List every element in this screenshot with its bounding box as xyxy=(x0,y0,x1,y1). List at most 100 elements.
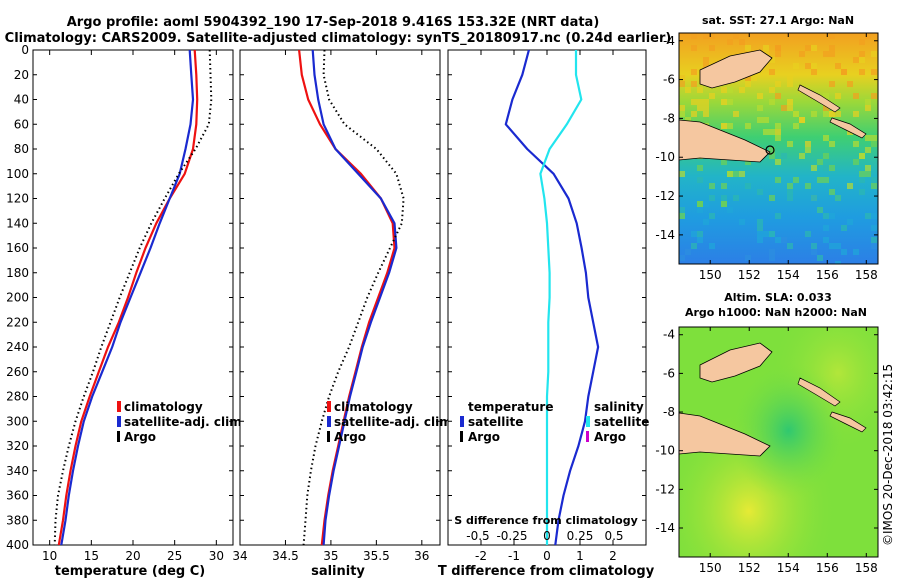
sst-pixel xyxy=(757,105,763,111)
sst-pixel xyxy=(787,81,793,87)
sst-pixel xyxy=(733,111,739,117)
sst-pixel xyxy=(805,183,811,189)
sst-pixel xyxy=(697,105,703,111)
s-tick: 0 xyxy=(543,529,551,543)
sst-pixel xyxy=(835,243,841,249)
sst-pixel xyxy=(853,57,859,63)
sst-pixel xyxy=(823,93,829,99)
sst-pixel xyxy=(697,165,703,171)
sla-map: Altim. SLA: 0.033 Argo h1000: NaN h2000:… xyxy=(655,291,879,575)
sst-pixel xyxy=(679,105,685,111)
imos-watermark: ©IMOS 20-Dec-2018 03:42:15 xyxy=(881,364,895,546)
sst-pixel xyxy=(745,183,751,189)
lon-tick-label: 158 xyxy=(855,561,878,575)
sst-pixel xyxy=(769,57,775,63)
sst-pixel xyxy=(865,105,871,111)
sst-pixel xyxy=(811,249,817,255)
difference-legend: temperature satellite Argo salinity sate… xyxy=(460,400,649,444)
sst-map: sat. SST: 27.1 Argo: NaN 150 152 154 156 158… xyxy=(655,14,879,282)
sst-pixel xyxy=(793,177,799,183)
s-tick: -0.5 xyxy=(466,529,489,543)
legend-label-argo: Argo xyxy=(334,430,366,444)
sst-pixel xyxy=(829,213,835,219)
sst-pixel xyxy=(703,57,709,63)
depth-tick-label: 300 xyxy=(6,414,29,428)
depth-tick-label: 380 xyxy=(6,513,29,527)
sst-pixel xyxy=(811,195,817,201)
sst-pixel xyxy=(811,111,817,117)
sst-pixel xyxy=(697,99,703,105)
temperature-legend: climatology satellite-adj. clim. Argo xyxy=(117,400,246,444)
land-solomon xyxy=(829,117,867,139)
lat-tick-label: -12 xyxy=(655,189,675,203)
legend-label-t-satellite: satellite xyxy=(468,415,523,429)
sst-pixel xyxy=(727,123,733,129)
sst-pixel xyxy=(805,147,811,153)
sst-pixel xyxy=(835,93,841,99)
sla-map-title-line2: Argo h1000: NaN h2000: NaN xyxy=(685,306,867,319)
sst-pixel xyxy=(871,135,877,141)
sst-pixel xyxy=(787,105,793,111)
legend-label-s-satellite: satellite xyxy=(594,415,649,429)
sst-pixel xyxy=(691,243,697,249)
sst-pixel xyxy=(811,243,817,249)
sst-pixel xyxy=(871,69,877,75)
sst-pixel xyxy=(823,153,829,159)
lon-tick-label: 158 xyxy=(855,268,878,282)
sst-pixel xyxy=(823,165,829,171)
argo-location-marker xyxy=(765,145,775,155)
sst-pixel xyxy=(811,45,817,51)
sst-pixel xyxy=(865,99,871,105)
s-tick: 0.25 xyxy=(567,529,594,543)
sst-pixel xyxy=(823,213,829,219)
sst-pixel xyxy=(769,129,775,135)
legend-swatch-climatology xyxy=(327,401,331,412)
sst-pixel xyxy=(787,243,793,249)
sst-pixel xyxy=(775,213,781,219)
sst-pixel xyxy=(757,93,763,99)
sst-pixel xyxy=(799,153,805,159)
depth-tick-label: 100 xyxy=(6,167,29,181)
sst-pixel xyxy=(679,207,685,213)
temperature-xlabel: temperature (deg C) xyxy=(55,564,205,579)
sst-pixel xyxy=(787,99,793,105)
x-tick-label: 35.5 xyxy=(363,549,390,563)
x-tick-label: 34 xyxy=(232,549,247,563)
sst-pixel xyxy=(709,33,715,39)
sst-pixel xyxy=(775,159,781,165)
lat-tick-label: -10 xyxy=(655,444,675,458)
difference-xlabel: T difference from climatology xyxy=(438,564,655,579)
sst-pixel xyxy=(805,141,811,147)
sst-pixel xyxy=(757,219,763,225)
sst-pixel xyxy=(811,63,817,69)
sst-pixel xyxy=(703,63,709,69)
sst-pixel xyxy=(721,87,727,93)
sst-pixel xyxy=(721,183,727,189)
sst-pixel xyxy=(769,69,775,75)
depth-tick-label: 60 xyxy=(14,117,29,131)
sst-pixel xyxy=(751,75,757,81)
sst-pixel xyxy=(787,75,793,81)
lon-tick-label: 150 xyxy=(699,561,722,575)
sst-pixel xyxy=(709,93,715,99)
sst-pixel xyxy=(709,183,715,189)
sst-pixel xyxy=(745,75,751,81)
sst-pixel xyxy=(721,99,727,105)
sst-pixel xyxy=(691,33,697,39)
lon-tick-label: 152 xyxy=(738,561,761,575)
sst-pixel xyxy=(697,177,703,183)
legend-swatch-climatology xyxy=(117,401,121,412)
sst-pixel xyxy=(823,105,829,111)
lat-tick-label: -8 xyxy=(663,405,675,419)
sst-pixel xyxy=(871,93,877,99)
sst-pixel xyxy=(823,237,829,243)
land-bougainville xyxy=(797,377,841,407)
sst-pixel xyxy=(691,69,697,75)
depth-tick-label: 140 xyxy=(6,216,29,230)
s-tick: 0.5 xyxy=(604,529,623,543)
sst-pixel xyxy=(721,159,727,165)
legend-swatch-t-argo xyxy=(460,431,463,442)
sst-pixel xyxy=(775,177,781,183)
sst-pixel xyxy=(703,111,709,117)
sst-pixel xyxy=(775,123,781,129)
